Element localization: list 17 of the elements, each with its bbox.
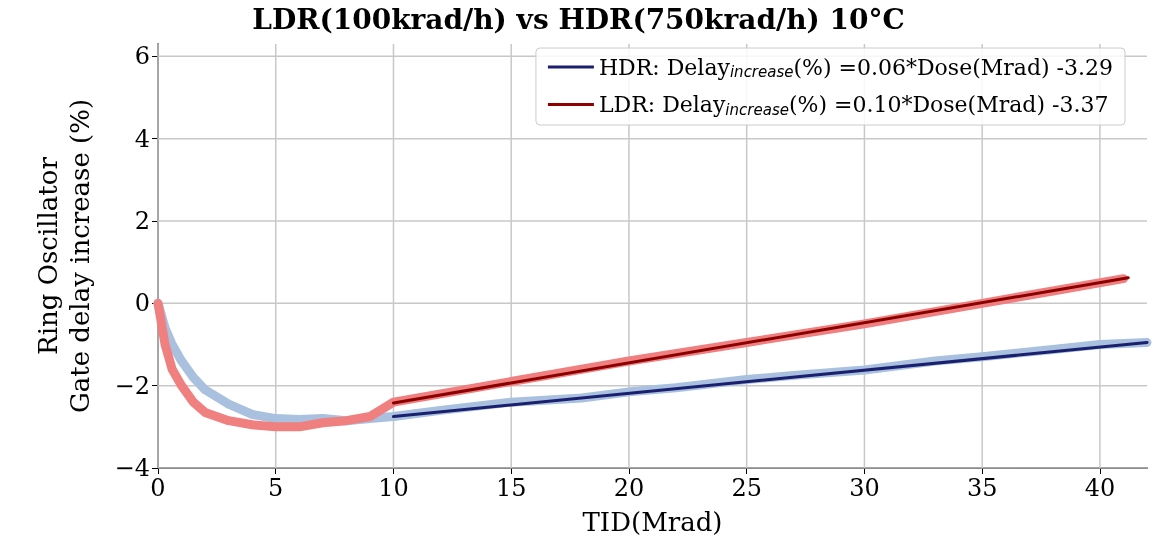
x-tick-label: 35 (966, 474, 998, 502)
x-tick-label: 20 (613, 474, 645, 502)
y-axis-title: Ring Oscillator Gate delay increase (%) (33, 98, 95, 414)
x-tick-label: 30 (849, 474, 880, 502)
x-tick-label: 5 (268, 474, 284, 502)
x-tick-label: 40 (1084, 474, 1116, 502)
x-tick-label: 25 (731, 474, 762, 502)
y-tick-label: −2 (114, 371, 150, 400)
y-tick-label: 4 (134, 124, 150, 153)
chart-title: LDR(100krad/h) vs HDR(750krad/h) 10°C (252, 2, 905, 36)
x-tick-label: 15 (495, 474, 527, 502)
x-tick-label: 10 (378, 474, 409, 502)
y-tick-label: −4 (114, 454, 150, 482)
y-tick-label: 2 (134, 207, 150, 236)
y-tick-label: 6 (134, 42, 150, 71)
x-axis-title: TID(Mrad) (582, 507, 723, 537)
y-tick-label: 0 (134, 289, 150, 318)
